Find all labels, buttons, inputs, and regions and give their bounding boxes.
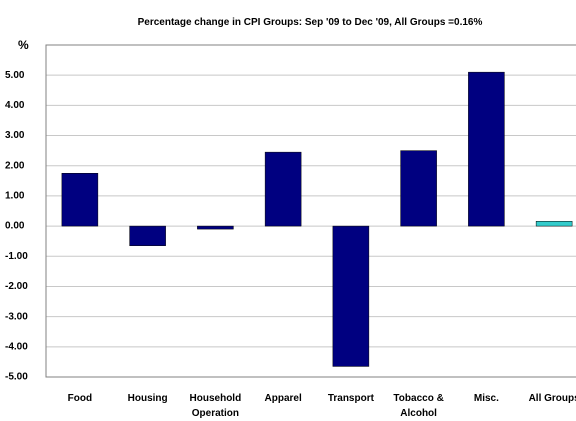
- y-tick-label: -3.00: [5, 311, 28, 322]
- bar: [61, 173, 99, 227]
- x-tick-label: All Groups: [528, 393, 576, 404]
- x-tick-label: Misc.: [473, 393, 499, 404]
- y-tick-label: 0.00: [5, 221, 25, 232]
- y-tick-label: 4.00: [5, 100, 25, 111]
- bar: [332, 225, 370, 367]
- bar: [400, 150, 437, 227]
- x-tick-label: Household Operation: [189, 393, 242, 419]
- y-tick-label: -4.00: [5, 341, 28, 352]
- x-tick-label: Food: [67, 393, 93, 404]
- y-tick-label: 1.00: [5, 191, 25, 202]
- y-tick-label: 5.00: [5, 70, 25, 81]
- y-tick-label: 3.00: [5, 130, 25, 141]
- y-tick-label: -5.00: [5, 372, 28, 383]
- y-tick-label: -1.00: [5, 251, 28, 262]
- plot-border: [45, 44, 576, 378]
- bar: [129, 225, 166, 246]
- x-tick-label: Transport: [327, 393, 374, 404]
- y-axis-label: %: [18, 38, 29, 52]
- x-tick-label: Apparel: [264, 393, 302, 404]
- x-tick-label: Housing: [127, 393, 168, 404]
- bar: [468, 71, 505, 227]
- chart-title: Percentage change in CPI Groups: Sep '09…: [137, 17, 483, 28]
- y-tick-label: -2.00: [5, 281, 28, 292]
- bar: [197, 225, 234, 230]
- y-tick-label: 2.00: [5, 160, 25, 171]
- bar: [264, 151, 302, 227]
- x-tick-label: Tobacco & Alcohol: [393, 393, 444, 419]
- bar: [535, 221, 573, 227]
